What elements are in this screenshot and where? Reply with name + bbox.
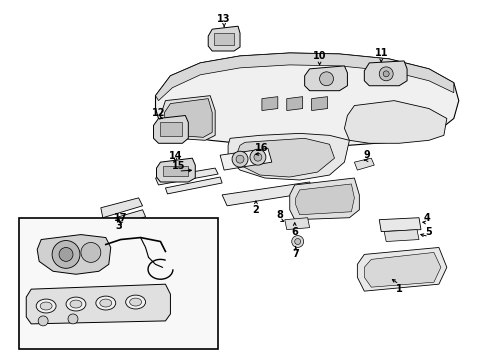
Polygon shape: [156, 158, 196, 182]
Polygon shape: [153, 116, 188, 143]
Polygon shape: [155, 53, 454, 100]
Text: 7: 7: [293, 249, 299, 260]
Circle shape: [379, 67, 393, 81]
Circle shape: [59, 247, 73, 261]
Polygon shape: [222, 182, 315, 206]
Polygon shape: [165, 99, 212, 137]
Polygon shape: [295, 184, 354, 215]
Text: 9: 9: [364, 150, 370, 160]
Text: 12: 12: [152, 108, 165, 117]
Polygon shape: [365, 252, 441, 287]
Polygon shape: [365, 61, 407, 86]
Polygon shape: [161, 96, 215, 140]
Polygon shape: [208, 26, 240, 51]
Text: 17: 17: [114, 213, 127, 223]
Text: 2: 2: [252, 205, 259, 215]
Polygon shape: [228, 133, 349, 180]
Text: 4: 4: [423, 213, 430, 223]
Circle shape: [236, 155, 244, 163]
Circle shape: [232, 151, 248, 167]
Text: 16: 16: [255, 143, 269, 153]
Text: 11: 11: [374, 48, 388, 58]
Text: 5: 5: [426, 226, 432, 237]
Polygon shape: [290, 178, 359, 220]
Circle shape: [294, 239, 301, 244]
Polygon shape: [26, 284, 171, 324]
Polygon shape: [305, 66, 347, 91]
Polygon shape: [384, 230, 419, 242]
Text: 3: 3: [115, 221, 122, 231]
Polygon shape: [101, 198, 143, 218]
Polygon shape: [312, 96, 327, 111]
Text: 14: 14: [169, 151, 182, 161]
Ellipse shape: [130, 298, 142, 306]
Ellipse shape: [36, 299, 56, 313]
Polygon shape: [155, 168, 218, 185]
Circle shape: [383, 71, 389, 77]
Text: 1: 1: [396, 284, 402, 294]
Polygon shape: [287, 96, 303, 111]
Circle shape: [319, 72, 334, 86]
Polygon shape: [344, 100, 447, 143]
Polygon shape: [262, 96, 278, 111]
Ellipse shape: [100, 299, 112, 307]
Text: 8: 8: [276, 210, 283, 220]
Polygon shape: [357, 247, 447, 291]
Circle shape: [81, 243, 101, 262]
Text: 6: 6: [292, 226, 298, 237]
Circle shape: [292, 235, 304, 247]
Ellipse shape: [40, 302, 52, 310]
Text: 10: 10: [313, 51, 326, 61]
Circle shape: [250, 149, 266, 165]
Circle shape: [38, 316, 48, 326]
Polygon shape: [237, 138, 335, 177]
Polygon shape: [220, 148, 272, 170]
Ellipse shape: [70, 300, 82, 308]
Ellipse shape: [96, 296, 116, 310]
Bar: [19, 218, 218, 349]
Bar: [164, 166, 188, 176]
Text: 13: 13: [218, 14, 231, 24]
Ellipse shape: [66, 297, 86, 311]
Polygon shape: [379, 218, 421, 231]
Polygon shape: [285, 218, 310, 230]
Polygon shape: [354, 158, 374, 170]
Circle shape: [52, 240, 80, 268]
Polygon shape: [155, 53, 459, 146]
Bar: [214, 33, 234, 45]
Polygon shape: [109, 210, 146, 228]
Polygon shape: [37, 235, 111, 274]
Polygon shape: [166, 177, 222, 194]
Ellipse shape: [125, 295, 146, 309]
Circle shape: [254, 153, 262, 161]
Text: 15: 15: [172, 161, 185, 171]
Bar: [161, 122, 182, 136]
Circle shape: [68, 314, 78, 324]
